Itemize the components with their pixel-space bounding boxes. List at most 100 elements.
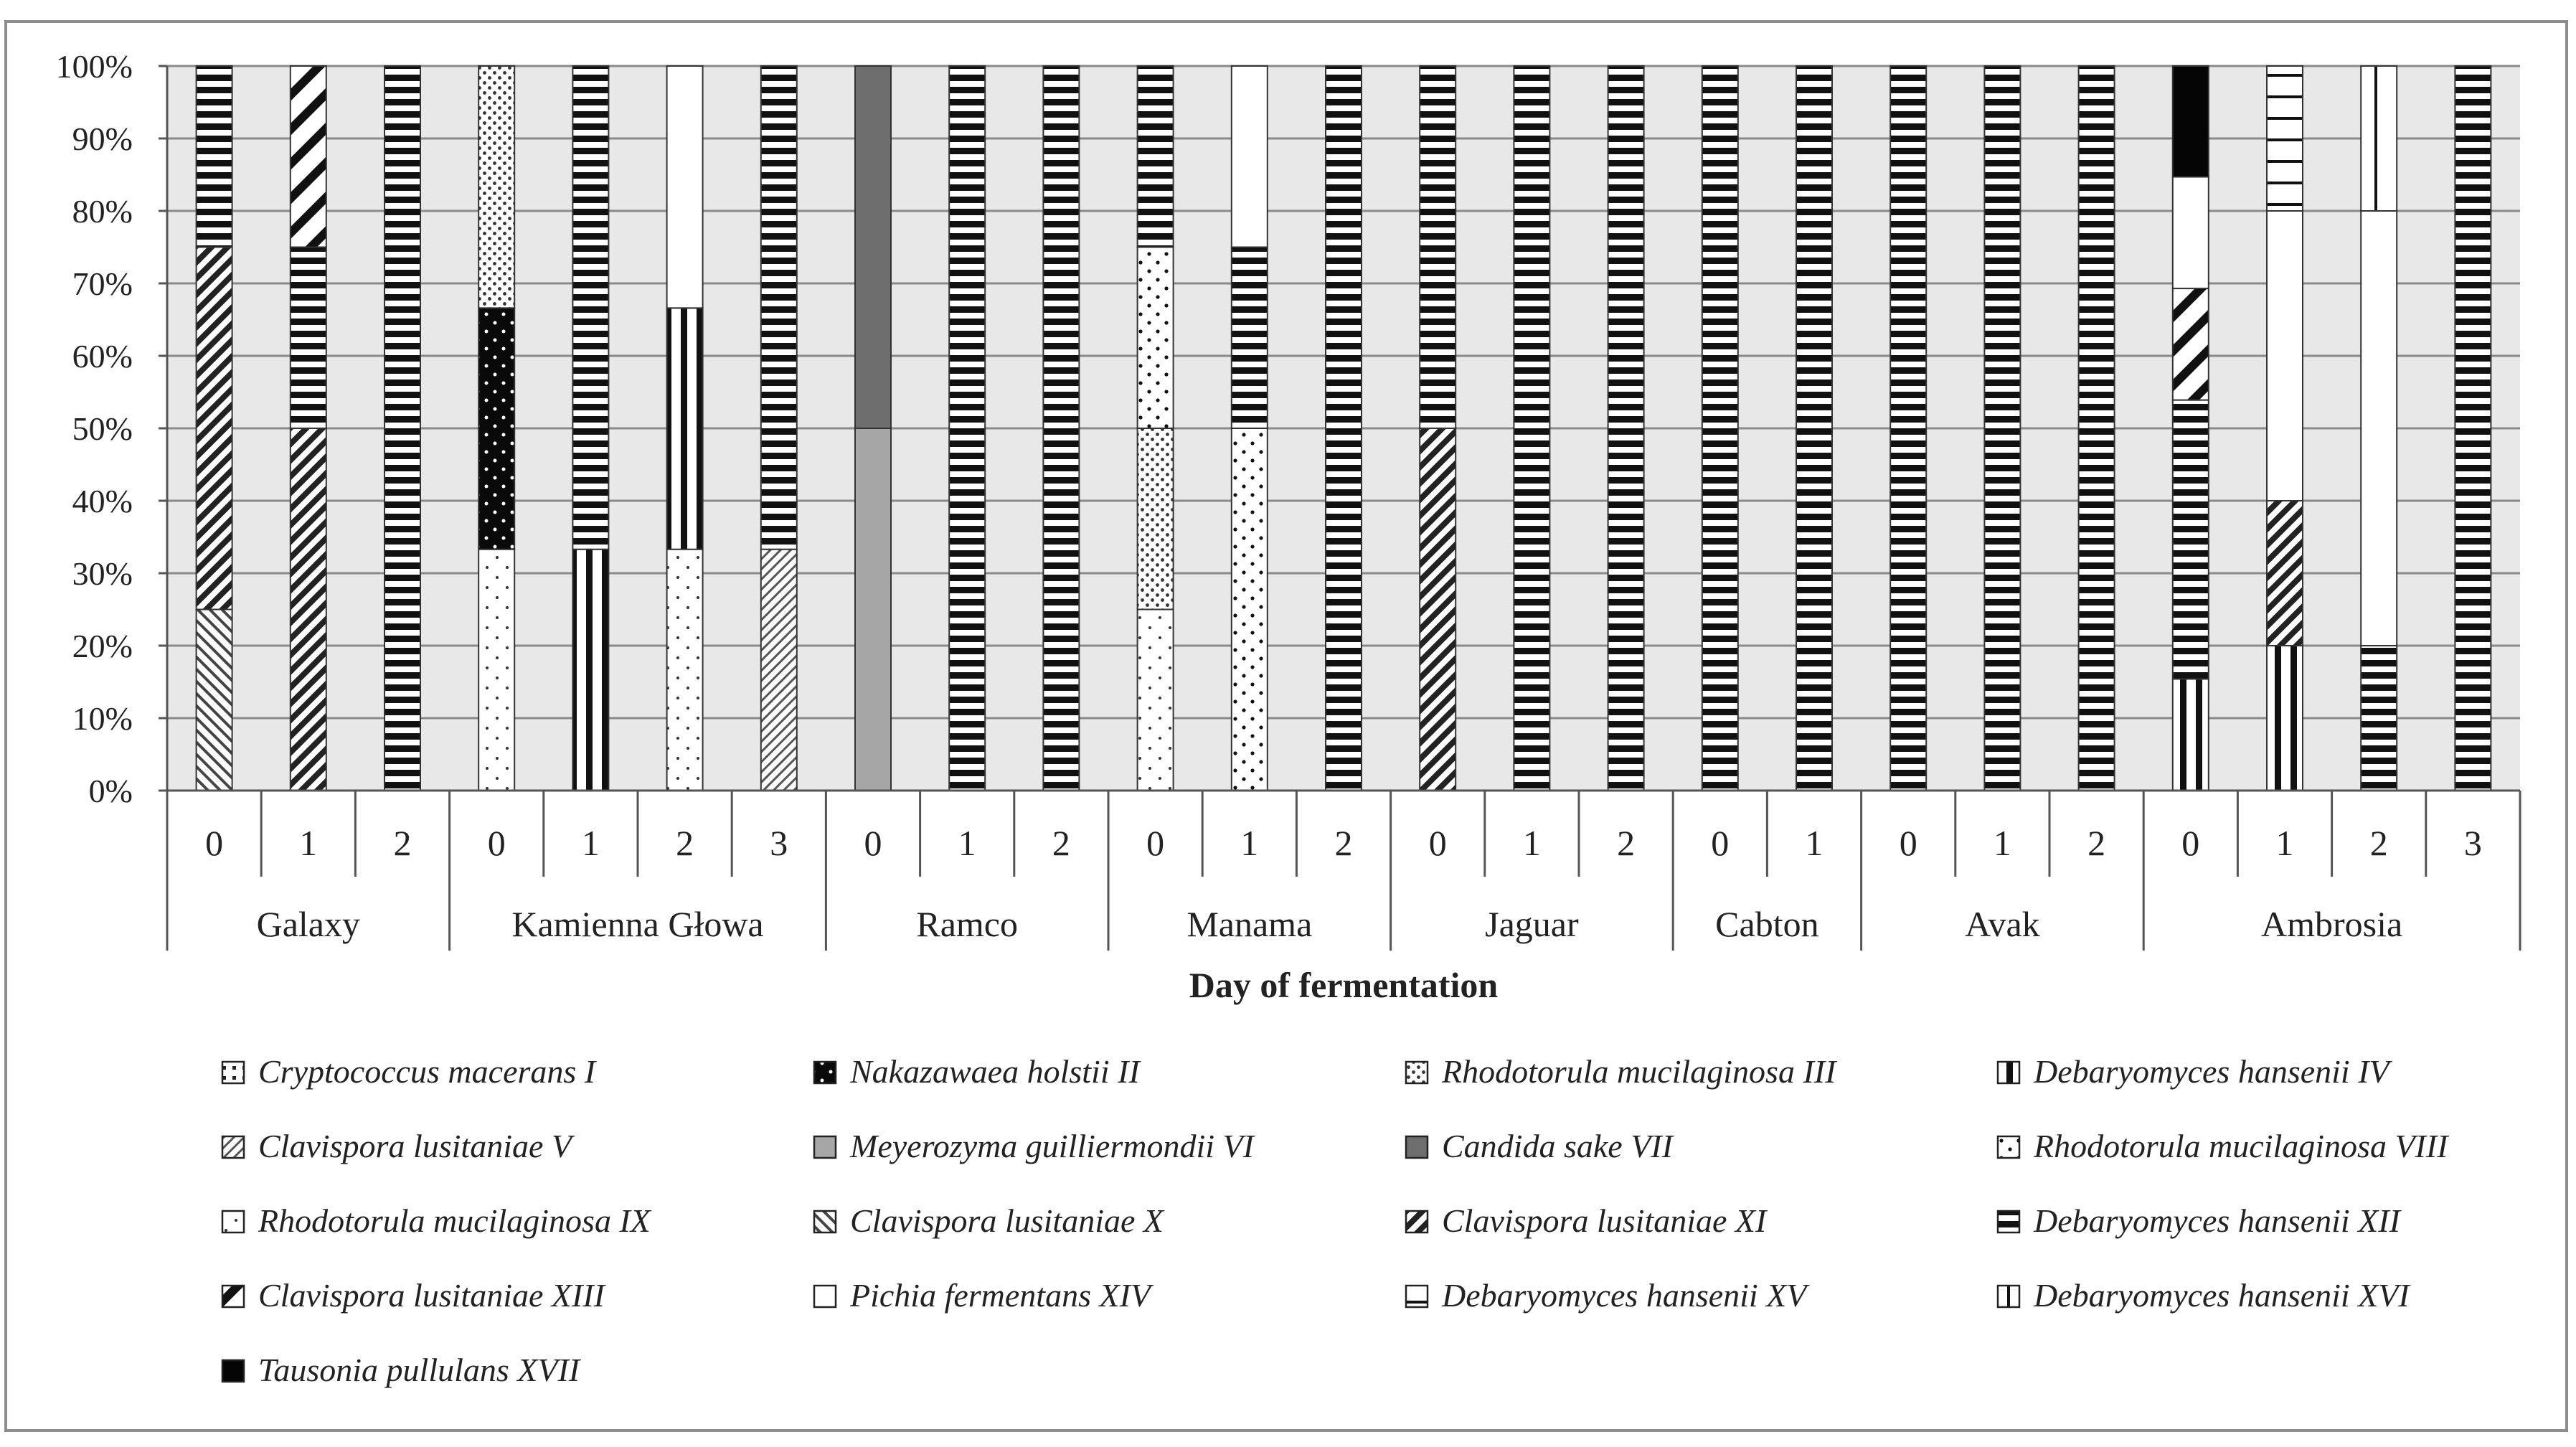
bar-segment — [478, 548, 516, 791]
x-group-label: Manama — [1186, 904, 1312, 944]
x-axis: 0 1 2 Galaxy 0 1 2 3 Kamienna Głowa 0 1 2 Ramco 0 1 2 Ma… — [166, 789, 2521, 951]
bar-stack — [1796, 65, 1833, 791]
x-tick-label: 0 — [1711, 823, 1729, 863]
bar-segment — [2171, 176, 2209, 290]
x-tick-label: 0 — [205, 823, 223, 863]
bar-segment — [572, 548, 610, 791]
bar-segment — [384, 65, 421, 791]
legend-label: Cryptococcus macerans I — [258, 1053, 598, 1090]
legend-label: Tausonia pullulans XVII — [258, 1352, 582, 1388]
x-group-label: Galaxy — [257, 904, 360, 944]
bar-stack — [1889, 65, 1928, 791]
bar-segment — [478, 65, 516, 309]
x-group-label: Ramco — [916, 904, 1018, 944]
bar-segment — [2171, 678, 2209, 792]
x-tick-label: 1 — [582, 823, 600, 863]
bar-segment — [195, 246, 233, 611]
x-tick-label: 0 — [1146, 823, 1164, 863]
x-tick-label: 2 — [1617, 823, 1635, 863]
x-tick-label: 3 — [770, 823, 788, 863]
legend-item: Debaryomyces hansenii XII — [1996, 1202, 2402, 1239]
legend-swatch — [221, 1135, 245, 1159]
legend-label: Rhodotorula mucilaginosa IX — [258, 1202, 652, 1239]
bar-segment — [1701, 65, 1739, 791]
bar-stack — [572, 65, 610, 791]
bar-stack — [2171, 65, 2209, 792]
bar-segment — [1796, 65, 1833, 791]
legend-item: Debaryomyces hansenii XV — [1405, 1277, 1810, 1314]
bar-segment — [1889, 65, 1928, 791]
x-group-label: Jaguar — [1485, 904, 1579, 944]
legend-swatch — [813, 1060, 837, 1085]
legend-item: Pichia fermentans XIV — [813, 1277, 1154, 1314]
bar-stack — [854, 65, 892, 791]
legend-label: Pichia fermentans XIV — [849, 1277, 1154, 1314]
bar-segment — [666, 307, 704, 550]
y-tick-label: 40% — [72, 483, 133, 519]
x-group-label: Kamienna Głowa — [511, 904, 763, 944]
bar-segment — [854, 65, 892, 429]
x-tick-label: 0 — [488, 823, 506, 863]
legend-swatch — [1405, 1284, 1429, 1309]
bar-segment — [1136, 608, 1174, 791]
bar-segment — [1136, 428, 1174, 611]
bar-segment — [1607, 65, 1645, 791]
x-tick-label: 1 — [1806, 823, 1824, 863]
legend-swatch — [221, 1284, 245, 1309]
legend-item: Clavispora lusitaniae V — [221, 1128, 575, 1164]
legend-swatch — [1996, 1060, 2021, 1085]
bar-segment — [195, 65, 233, 248]
bar-stack — [478, 65, 516, 791]
bar-stack — [384, 65, 421, 791]
bar-stack — [2360, 65, 2398, 791]
bar-stack — [1419, 65, 1457, 791]
legend-item: Nakazawaea holstii II — [813, 1053, 1141, 1090]
x-tick-label: 1 — [1994, 823, 2011, 863]
y-tick-label: 80% — [72, 193, 133, 230]
bar-segment — [195, 608, 233, 791]
bar-segment — [760, 548, 798, 791]
bar-segment — [2454, 65, 2492, 791]
bar-segment — [2360, 65, 2398, 212]
bar-segment — [2266, 65, 2303, 212]
x-group-label: Ambrosia — [2261, 904, 2402, 944]
legend-item: Debaryomyces hansenii XVI — [1996, 1277, 2411, 1314]
legend-label: Meyerozyma guilliermondii VI — [849, 1128, 1256, 1164]
bar-segment — [2171, 288, 2209, 401]
legend: Cryptococcus macerans I Nakazawaea holsti… — [221, 1053, 2450, 1388]
x-tick-label: 0 — [2181, 823, 2199, 863]
legend-swatch — [813, 1210, 837, 1234]
x-tick-label: 1 — [299, 823, 317, 863]
y-tick-label: 100% — [56, 48, 133, 85]
bar-segment — [478, 307, 516, 550]
bar-segment — [289, 428, 327, 791]
bar-segment — [1230, 428, 1268, 791]
bar-segment — [854, 428, 892, 791]
legend-swatch — [1405, 1060, 1429, 1085]
legend-label: Rhodotorula mucilaginosa III — [1441, 1053, 1838, 1090]
legend-item: Tausonia pullulans XVII — [221, 1352, 582, 1388]
bar-segment — [2266, 645, 2303, 791]
bar-stack — [2266, 65, 2303, 791]
bar-segment — [1042, 65, 1080, 791]
x-tick-label: 3 — [2464, 823, 2482, 863]
x-tick-label: 1 — [1523, 823, 1541, 863]
bar-segment — [760, 65, 798, 550]
bar-stack — [1701, 65, 1739, 791]
bar-segment — [1230, 246, 1268, 429]
legend-label: Clavispora lusitaniae X — [850, 1202, 1165, 1239]
bar-segment — [1230, 65, 1268, 248]
bar-segment — [948, 65, 986, 791]
bar-stack — [195, 65, 233, 791]
y-tick-label: 0% — [89, 773, 133, 809]
legend-label: Debaryomyces hansenii XII — [2033, 1202, 2402, 1239]
legend-label: Candida sake VII — [1442, 1128, 1675, 1164]
legend-label: Debaryomyces hansenii IV — [2033, 1053, 2393, 1090]
legend-item: Debaryomyces hansenii IV — [1996, 1053, 2393, 1090]
legend-swatch — [1405, 1135, 1429, 1159]
legend-swatch — [1996, 1210, 2021, 1234]
y-axis-ticks: 0% 10% 20% 30% 40% 50% 60% 70% 80% 90% 100% — [56, 48, 169, 809]
bar-segment — [2171, 399, 2209, 680]
legend-swatch — [1996, 1284, 2021, 1309]
